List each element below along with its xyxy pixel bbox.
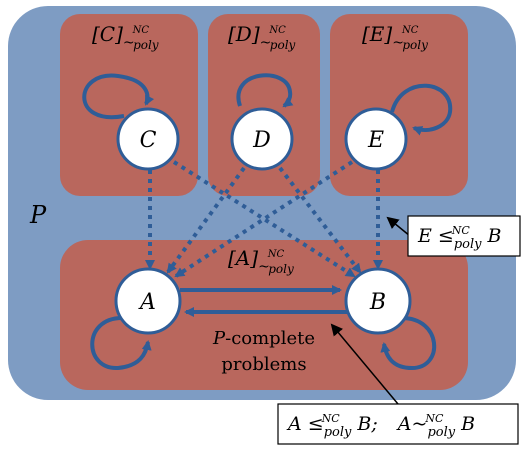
node-b: B — [344, 267, 412, 335]
edge-d-b — [278, 166, 362, 274]
self-loop-b — [380, 316, 437, 371]
p-region-label: P — [29, 201, 47, 229]
node-a: A — [114, 267, 182, 335]
p-complete-label: P-complete — [212, 328, 315, 349]
callout-ab-pointer — [330, 323, 399, 405]
svg-text:D: D — [252, 128, 271, 153]
svg-text:B: B — [369, 290, 386, 315]
node-e: E — [344, 107, 408, 171]
node-d: D — [230, 107, 294, 171]
self-loop-c — [82, 73, 155, 120]
self-loop-a — [90, 316, 152, 371]
class-label-a: [A]~NC poly — [228, 246, 294, 276]
edge-e-a — [174, 160, 354, 278]
svg-text:E: E — [367, 128, 384, 153]
callout-eb-box — [407, 215, 521, 257]
svg-text:A: A — [138, 290, 156, 315]
class-label-c: [C]~NC poly — [92, 22, 159, 52]
callout-ab-box — [277, 403, 519, 445]
edge-d-a — [166, 166, 246, 274]
self-loop-e — [390, 83, 453, 136]
problems-label: problems — [221, 354, 306, 375]
callout-eb-pointer — [386, 216, 411, 237]
class-label-d: [D]~NC poly — [228, 22, 296, 52]
svg-text:C: C — [140, 128, 157, 153]
node-c: C — [116, 107, 180, 171]
self-loop-d — [236, 73, 294, 108]
class-label-e: [E]~NC poly — [362, 22, 428, 52]
callout-eb-text: E ≤NC poly B — [417, 224, 502, 252]
callout-ab-text: A ≤NC poly B; A~NC poly B — [286, 412, 475, 440]
